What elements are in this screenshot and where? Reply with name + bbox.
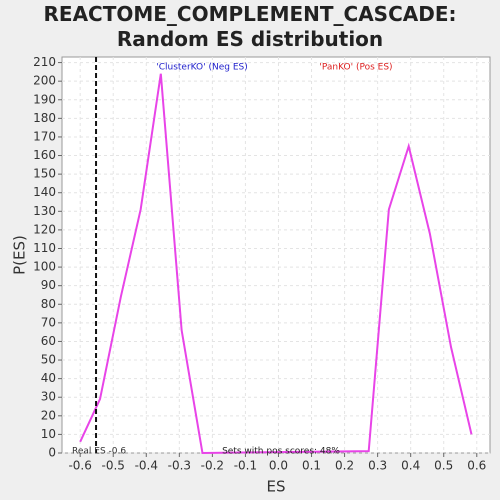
x-axis-label: ES (267, 478, 286, 496)
line (79, 73, 473, 455)
y-tick-label: 180 (33, 111, 56, 125)
x-tick-label: 0.4 (401, 459, 420, 473)
x-tick-label: 0.2 (335, 459, 354, 473)
annotation: 'PanKO' (Pos ES) (319, 63, 392, 73)
chart-title: REACTOME_COMPLEMENT_CASCADE: Random ES d… (43, 2, 457, 51)
y-tick-label: 80 (41, 297, 56, 311)
y-tick-label: 0 (48, 446, 56, 460)
x-tick-label: 0.6 (467, 459, 486, 473)
y-tick-label: 190 (33, 92, 56, 106)
x-tick-label: -0.4 (135, 459, 158, 473)
y-tick-label: 10 (41, 427, 56, 441)
annotation: Sets with pos scores: 48% (222, 447, 340, 457)
y-tick-label: 170 (33, 129, 56, 143)
x-tick-label: 0.0 (269, 459, 288, 473)
y-tick-label: 150 (33, 167, 56, 181)
annotation: 'ClusterKO' (Neg ES) (156, 63, 248, 73)
y-tick-label: 20 (41, 408, 56, 422)
y-tick-label: 60 (41, 334, 56, 348)
x-tick-label: 0.3 (368, 459, 387, 473)
x-tick-label: 0.5 (434, 459, 453, 473)
y-tick-label: 30 (41, 390, 56, 404)
y-tick-label: 110 (33, 241, 56, 255)
y-tick-label: 140 (33, 185, 56, 199)
y-tick-label: 200 (33, 74, 56, 88)
plot-area (61, 56, 491, 454)
y-tick-label: 210 (33, 55, 56, 69)
x-tick-label: -0.6 (68, 459, 91, 473)
y-axis-label: P(ES) (11, 235, 29, 275)
x-tick-label: -0.3 (168, 459, 191, 473)
y-tick-label: 90 (41, 278, 56, 292)
x-tick-label: 0.1 (302, 459, 321, 473)
y-tick-label: 120 (33, 222, 56, 236)
y-tick-label: 130 (33, 204, 56, 218)
y-tick-label: 70 (41, 315, 56, 329)
x-tick-label: -0.5 (102, 459, 125, 473)
reference-label: Real ES -0.6 (72, 447, 126, 457)
y-tick-label: 100 (33, 260, 56, 274)
x-tick-label: -0.1 (234, 459, 257, 473)
y-tick-label: 40 (41, 371, 56, 385)
x-tick-label: -0.2 (201, 459, 224, 473)
y-tick-label: 50 (41, 353, 56, 367)
y-tick-label: 160 (33, 148, 56, 162)
